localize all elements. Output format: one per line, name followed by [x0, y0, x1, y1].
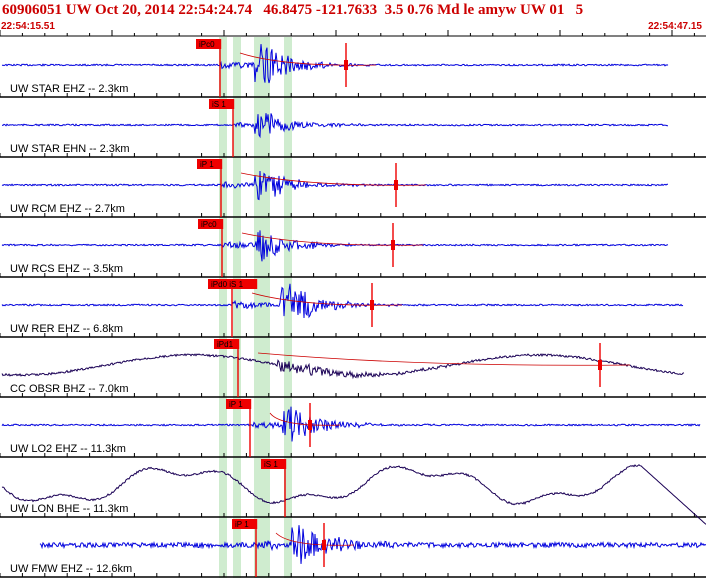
trace-group: iPc0 UW STAR EHZ -- 2.3km iS 1 UW STAR EHN … [0, 39, 706, 578]
pick-label: iPd0 iS 1 [211, 280, 244, 289]
coda-line [257, 352, 631, 366]
pick-label: iS 1 [212, 100, 226, 109]
station-label: CC OBSR BHZ -- 7.0km [10, 383, 129, 395]
trace-panel[interactable]: iP 1 UW RCM EHZ -- 2.7km [0, 159, 706, 218]
coda-line [241, 232, 424, 246]
pick-label: iPc0 [199, 40, 215, 49]
coda-marker-box [344, 60, 348, 70]
pick-label: iP 1 [200, 160, 214, 169]
window-band [262, 37, 270, 578]
coda-marker-box [322, 540, 326, 550]
window-band [219, 37, 227, 578]
time-scale [0, 30, 706, 37]
waveform [1, 230, 669, 262]
pick-label: iPc0 [201, 220, 217, 229]
coda-line [275, 532, 355, 546]
pick-flag[interactable] [226, 399, 252, 409]
pick-label: iP 1 [235, 520, 249, 529]
trace-panel[interactable]: iS 1 UW LON BHE -- 11.3km [0, 459, 706, 525]
pick-flag[interactable] [197, 159, 223, 169]
pick-label: iP 1 [229, 400, 243, 409]
trace-panel[interactable]: iP 1 UW LO2 EHZ -- 11.3km [0, 399, 706, 458]
pick-label: iPd1 [217, 340, 234, 349]
pick-flag[interactable] [214, 339, 240, 349]
coda-marker-box [394, 180, 398, 190]
waveform [1, 464, 706, 525]
coda-marker-box [308, 420, 312, 430]
station-label: UW LO2 EHZ -- 11.3km [10, 443, 126, 455]
coda-line [239, 52, 377, 66]
waveform [1, 353, 685, 380]
waveform [1, 113, 668, 139]
coda-line [240, 172, 427, 186]
trace-panel[interactable]: iPd0 iS 1 UW RER EHZ -- 6.8km [0, 279, 706, 338]
coda-marker-box [598, 360, 602, 370]
trace-panel[interactable]: iPc0 UW STAR EHZ -- 2.3km [0, 39, 706, 98]
trace-panel[interactable]: iPd1 CC OBSR BHZ -- 7.0km [0, 339, 706, 398]
pick-flag[interactable] [261, 459, 287, 469]
start-time-label: 22:54:15.51 [1, 21, 55, 32]
station-label: UW RCS EHZ -- 3.5km [10, 263, 123, 275]
station-label: UW STAR EHN -- 2.3km [10, 143, 130, 155]
pick-flag[interactable] [198, 219, 224, 229]
coda-line [269, 412, 341, 426]
pick-label: iS 1 [264, 460, 278, 469]
end-time-label: 22:54:47.15 [648, 21, 702, 32]
station-label: UW LON BHE -- 11.3km [10, 503, 128, 515]
event-title: 60906051 UW Oct 20, 2014 22:54:24.74 46.… [2, 2, 584, 18]
pick-flag[interactable] [196, 39, 222, 49]
pick-flag[interactable] [232, 519, 258, 529]
station-label: UW FMW EHZ -- 12.6km [10, 563, 132, 575]
coda-line [251, 292, 403, 306]
window-band [254, 37, 262, 578]
station-label: UW STAR EHZ -- 2.3km [10, 83, 128, 95]
window-band [284, 37, 292, 578]
station-label: UW RER EHZ -- 6.8km [10, 323, 123, 335]
waveform [1, 44, 669, 84]
trace-panel[interactable]: iP 1 UW FMW EHZ -- 12.6km [0, 519, 706, 578]
waveform [1, 406, 701, 442]
waveform [1, 170, 668, 201]
station-label: UW RCM EHZ -- 2.7km [10, 203, 125, 215]
pick-flag[interactable] [209, 99, 235, 109]
waveform [39, 525, 706, 564]
coda-marker-box [370, 300, 374, 310]
trace-panel[interactable]: iPc0 UW RCS EHZ -- 3.5km [0, 219, 706, 278]
coda-marker-box [391, 240, 395, 250]
waveform [1, 283, 684, 319]
trace-panel[interactable]: iS 1 UW STAR EHN -- 2.3km [0, 99, 706, 158]
